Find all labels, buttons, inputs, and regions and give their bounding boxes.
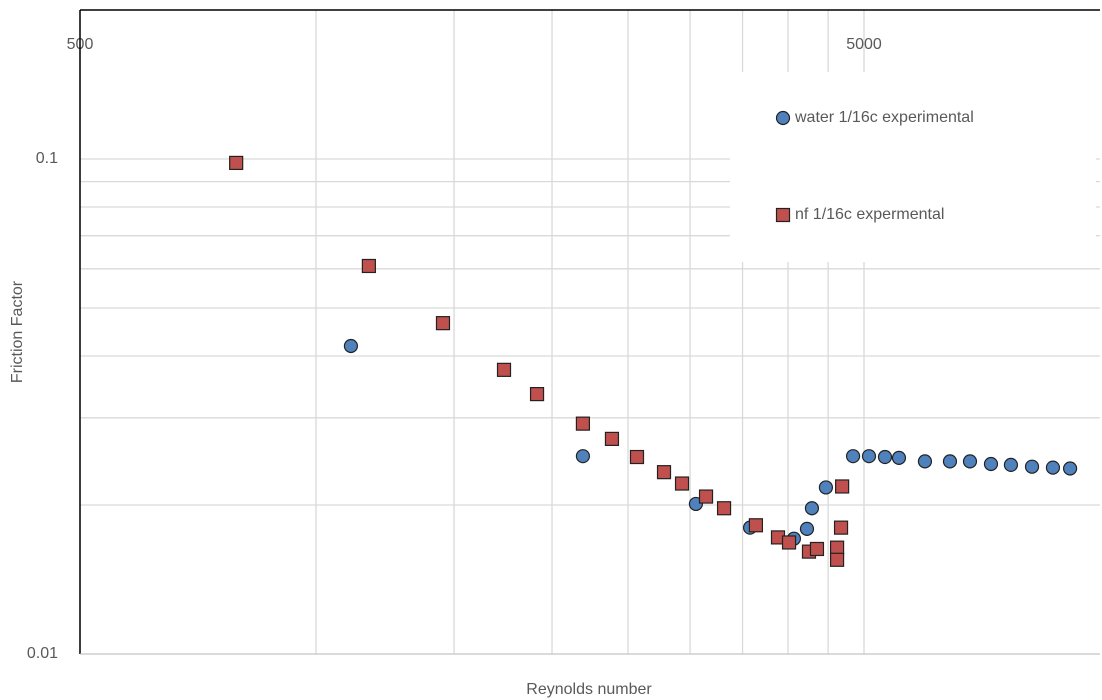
point [1024,459,1040,474]
point [891,450,907,465]
point [716,501,732,516]
point [983,456,999,472]
x-axis-title: Reynolds number [526,681,652,698]
point [829,552,845,567]
legend-marker [775,207,791,223]
point [343,338,359,354]
point [845,449,861,464]
point [1003,457,1019,473]
point [833,520,849,535]
y-tick-label: 0.01 [27,645,58,662]
legend-label: water 1/16c experimental [794,109,974,126]
point [781,535,797,550]
point [698,489,714,504]
point [674,476,690,491]
point [229,155,244,171]
legend-marker [775,110,791,126]
x-tick-label: 5000 [846,36,882,53]
y-tick-label: 0.1 [36,150,58,167]
point [804,501,820,516]
point [629,449,645,465]
point [962,454,978,469]
point [361,258,376,274]
legend-label: nf 1/16c expermental [795,206,944,223]
point [799,521,815,536]
y-axis-title: Friction Factor [9,280,26,383]
point [1045,460,1061,475]
point [877,449,893,465]
point [656,465,672,480]
point [435,316,451,331]
point [604,431,620,446]
point [575,449,591,464]
point [809,541,825,557]
point [942,454,958,469]
point [748,518,764,533]
point [1062,461,1078,476]
point [835,479,850,494]
point [829,540,845,555]
point [496,362,512,377]
point [861,449,877,464]
point [818,480,834,495]
point [917,454,933,469]
point [529,387,545,402]
legend-box [730,72,1096,262]
point [575,416,591,431]
